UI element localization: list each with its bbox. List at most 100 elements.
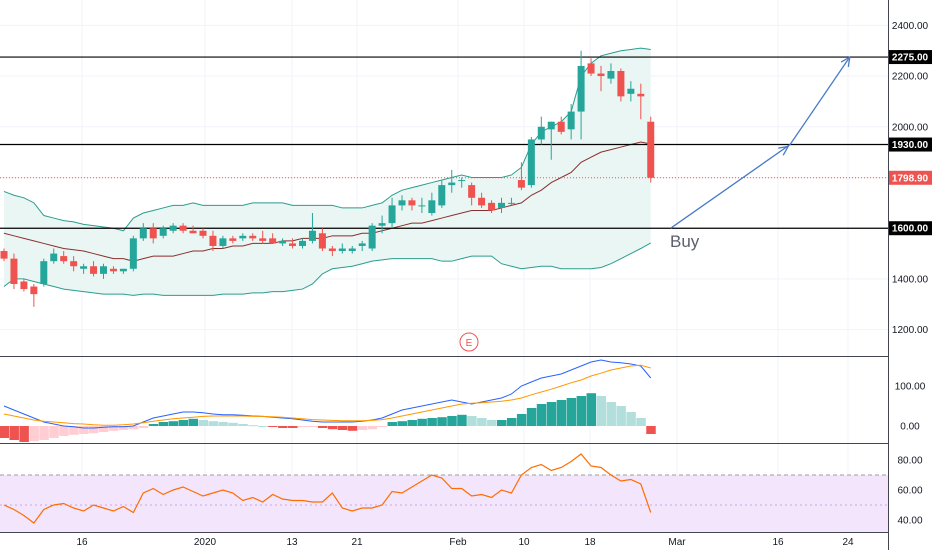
candle-body[interactable] — [289, 243, 297, 246]
candle-body[interactable] — [498, 202, 505, 208]
candle-body[interactable] — [567, 111, 575, 130]
last-price-tag-background — [889, 170, 932, 185]
candle-body[interactable] — [448, 182, 456, 186]
candle-body[interactable] — [90, 266, 98, 274]
candle-body[interactable] — [368, 225, 376, 249]
candle-body[interactable] — [418, 205, 426, 207]
candle-body[interactable] — [249, 235, 257, 239]
candle-body[interactable] — [488, 202, 496, 211]
time-axis[interactable]: 16 2020 13 21 Feb 10 18 Mar 16 24 — [0, 532, 888, 550]
candle-body[interactable] — [259, 238, 267, 241]
time-tick-label: Mar — [668, 537, 686, 548]
macd-histogram-bar — [497, 420, 507, 426]
candle-body[interactable] — [279, 240, 287, 244]
candle-body[interactable] — [0, 251, 8, 259]
candle-body[interactable] — [438, 185, 446, 206]
candle-body[interactable] — [547, 121, 555, 130]
earnings-event-label: E — [466, 338, 473, 349]
candle-body[interactable] — [109, 268, 117, 272]
candle-body[interactable] — [318, 233, 326, 249]
candle-body[interactable] — [517, 180, 525, 188]
candle-body[interactable] — [299, 240, 306, 246]
candle-body[interactable] — [348, 248, 356, 252]
candle-body[interactable] — [408, 200, 416, 206]
last-price-tag[interactable]: 1798.90 — [889, 170, 932, 185]
candle-body[interactable] — [169, 225, 177, 231]
candle-body[interactable] — [458, 180, 466, 182]
macd-histogram-bar — [138, 426, 149, 428]
candle-body[interactable] — [537, 126, 545, 140]
macd-histogram-bar — [99, 426, 109, 432]
price-pane[interactable] — [0, 47, 888, 307]
candle-body[interactable] — [70, 261, 78, 267]
candle-body[interactable] — [100, 266, 107, 274]
level-price-tag[interactable]: 2275.00 — [889, 50, 932, 65]
candle-body[interactable] — [527, 139, 535, 186]
candle-body[interactable] — [219, 238, 227, 246]
candle-body[interactable] — [159, 228, 167, 236]
candle-body[interactable] — [358, 243, 366, 246]
candle-body[interactable] — [328, 248, 336, 252]
candle-body[interactable] — [20, 281, 28, 290]
candle-body[interactable] — [647, 121, 655, 178]
candle-body[interactable] — [209, 235, 217, 246]
candle-body[interactable] — [617, 71, 625, 97]
macd-histogram-bar — [377, 426, 388, 427]
candle-body[interactable] — [189, 230, 197, 234]
rsi-pane[interactable] — [0, 453, 888, 536]
level-price-tag[interactable]: 1600.00 — [889, 221, 932, 236]
macd-histogram-bar — [148, 424, 159, 426]
candle-body[interactable] — [338, 248, 346, 252]
candle-body[interactable] — [587, 63, 595, 74]
candle-body[interactable] — [129, 238, 137, 269]
level-tag-label: 2275.00 — [892, 53, 929, 64]
candle-body[interactable] — [179, 225, 187, 231]
candle-body[interactable] — [149, 228, 157, 239]
candle-body[interactable] — [30, 286, 38, 295]
price-axis[interactable]: 1200.001400.001600.001800.002000.002200.… — [889, 0, 932, 550]
macd-histogram-bar — [566, 398, 577, 426]
candle-body[interactable] — [388, 205, 396, 224]
candle-body[interactable] — [139, 228, 147, 239]
candle-body[interactable] — [199, 230, 207, 236]
price-tick-label: 1200.00 — [892, 325, 929, 336]
macd-histogram-bar — [457, 414, 467, 426]
candle-body[interactable] — [507, 202, 515, 204]
time-tick-label: 24 — [842, 537, 854, 548]
macd-histogram-bar — [278, 426, 288, 428]
candle-body[interactable] — [60, 256, 68, 262]
candle-body[interactable] — [597, 73, 605, 77]
candle-body[interactable] — [239, 235, 247, 239]
candle-body[interactable] — [637, 93, 645, 97]
candle-body[interactable] — [119, 268, 127, 272]
macd-signal-line — [3, 364, 651, 426]
candle-body[interactable] — [428, 200, 436, 213]
time-tick-label: 13 — [286, 537, 298, 548]
candle-body[interactable] — [269, 238, 277, 244]
macd-histogram-bar — [128, 426, 139, 430]
macd-histogram-bar — [546, 402, 557, 426]
candle-body[interactable] — [378, 223, 386, 226]
candle-body[interactable] — [229, 238, 237, 241]
candle-body[interactable] — [308, 230, 316, 241]
candle-body[interactable] — [627, 88, 635, 94]
candle-body[interactable] — [577, 65, 585, 112]
macd-histogram-bar — [118, 426, 129, 430]
candle-body[interactable] — [478, 197, 486, 206]
candle-body[interactable] — [398, 200, 406, 206]
candle-body[interactable] — [468, 185, 476, 198]
candle-body[interactable] — [557, 121, 565, 132]
candle-body[interactable] — [607, 71, 615, 79]
macd-pane[interactable] — [0, 359, 656, 442]
macd-histogram-bar — [536, 404, 547, 426]
candle-body[interactable] — [50, 253, 58, 262]
earnings-event-icon[interactable] — [459, 332, 479, 352]
macd-histogram-bar — [437, 417, 447, 426]
level-price-tag[interactable]: 1930.00 — [889, 137, 932, 152]
candle-body[interactable] — [80, 266, 88, 269]
macd-histogram-bar — [646, 426, 656, 434]
candle-body[interactable] — [40, 261, 48, 284]
candle-body[interactable] — [10, 258, 18, 284]
macd-line — [3, 359, 652, 429]
